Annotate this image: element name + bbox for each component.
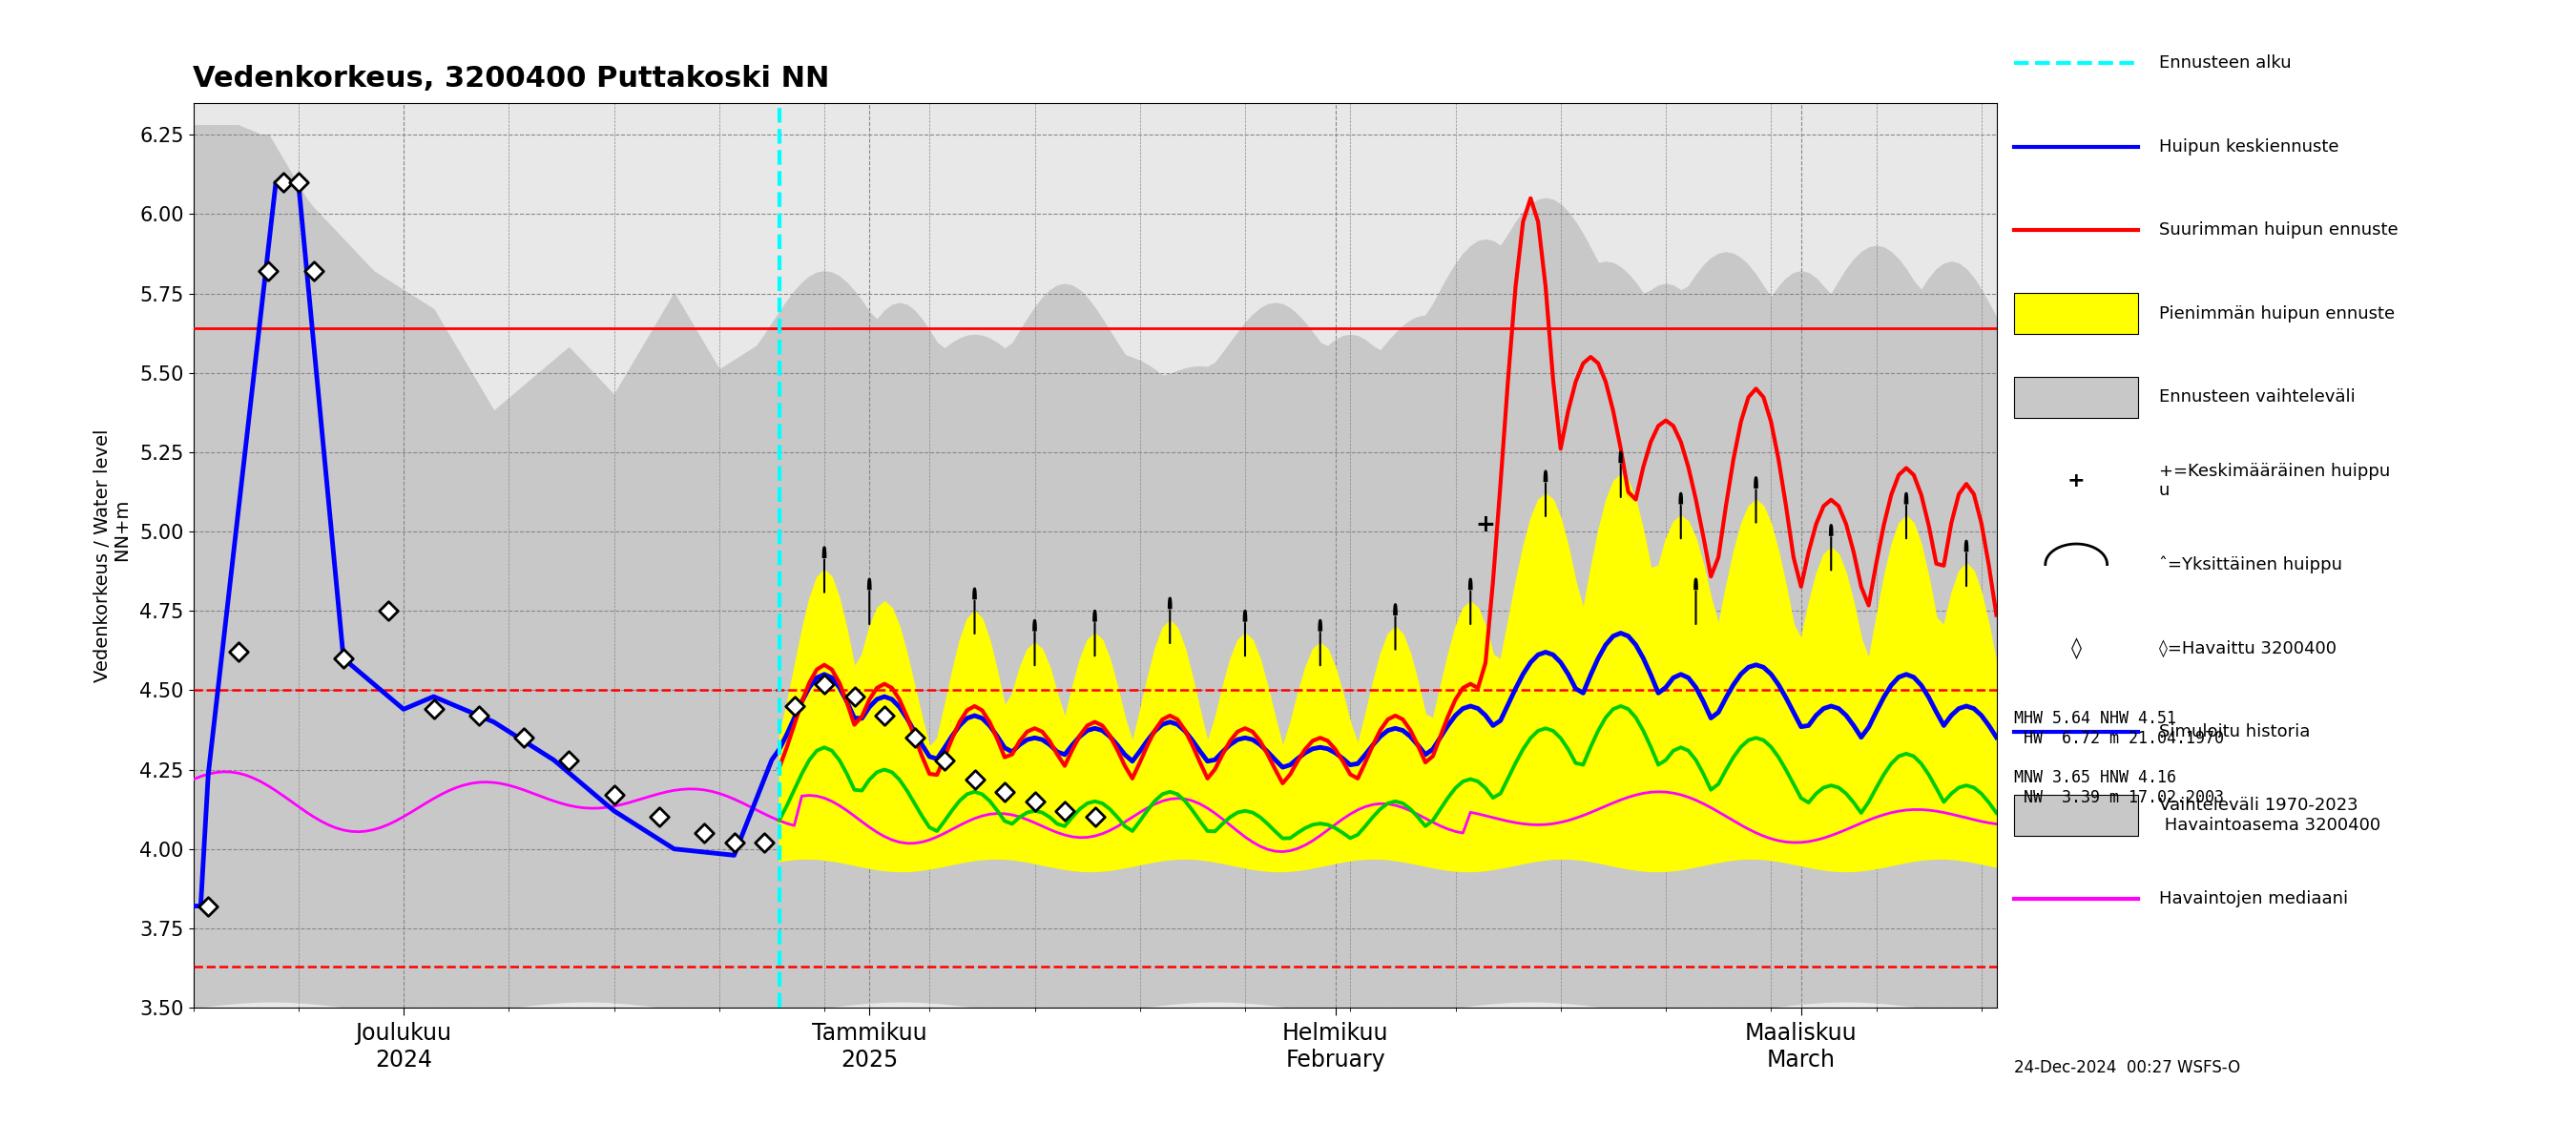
Point: [804, 674, 845, 693]
Text: Huipun keskiennuste: Huipun keskiennuste: [2159, 137, 2339, 155]
Point: [925, 751, 966, 769]
Text: Havaintojen mediaani: Havaintojen mediaani: [2159, 891, 2347, 907]
Point: [863, 706, 904, 725]
Point: [263, 173, 304, 191]
Point: [894, 728, 935, 747]
Point: [1015, 792, 1056, 811]
Point: [216, 643, 258, 662]
Text: Pienimmän huipun ennuste: Pienimmän huipun ennuste: [2159, 305, 2396, 323]
Point: [683, 824, 724, 843]
Text: Ennusteen alku: Ennusteen alku: [2159, 54, 2290, 71]
Point: [502, 728, 544, 747]
Text: +: +: [2069, 472, 2084, 490]
Point: [412, 700, 453, 718]
Point: [459, 706, 500, 725]
Text: Simuloitu historia: Simuloitu historia: [2159, 724, 2311, 740]
Point: [714, 834, 755, 852]
Point: [953, 769, 994, 788]
Text: +=Keskimääräinen huippu
u: +=Keskimääräinen huippu u: [2159, 463, 2391, 499]
Text: Ennusteen vaihteleväli: Ennusteen vaihteleväli: [2159, 388, 2354, 405]
Point: [368, 602, 410, 621]
Text: Vedenkorkeus, 3200400 Puttakoski NN: Vedenkorkeus, 3200400 Puttakoski NN: [193, 65, 829, 93]
Point: [835, 687, 876, 705]
Point: [1043, 802, 1084, 820]
Point: [744, 834, 786, 852]
Point: [773, 697, 814, 716]
Text: ◊: ◊: [2071, 637, 2081, 660]
Point: [294, 262, 335, 281]
Point: [639, 808, 680, 827]
Point: [188, 897, 229, 915]
Point: [984, 783, 1025, 802]
Text: 24-Dec-2024  00:27 WSFS-O: 24-Dec-2024 00:27 WSFS-O: [2014, 1059, 2241, 1076]
Text: ◊=Havaittu 3200400: ◊=Havaittu 3200400: [2159, 639, 2336, 657]
Text: MHW 5.64 NHW 4.51
 HW  6.72 m 21.04.1970

MNW 3.65 HNW 4.16
 NW  3.39 m 17.02.20: MHW 5.64 NHW 4.51 HW 6.72 m 21.04.1970 M…: [2014, 710, 2223, 806]
Y-axis label: Vedenkorkeus / Water level
        NN+m: Vedenkorkeus / Water level NN+m: [93, 428, 134, 682]
Text: ˆ=Yksittäinen huippu: ˆ=Yksittäinen huippu: [2159, 555, 2342, 574]
Text: Suurimman huipun ennuste: Suurimman huipun ennuste: [2159, 222, 2398, 239]
Point: [247, 262, 289, 281]
Point: [278, 173, 319, 191]
Point: [1074, 808, 1115, 827]
Point: [322, 649, 363, 668]
Point: [549, 751, 590, 769]
Text: +: +: [1476, 514, 1497, 537]
Point: [592, 785, 634, 804]
Text: Vaihteleväli 1970-2023
 Havaintoasema 3200400: Vaihteleväli 1970-2023 Havaintoasema 320…: [2159, 797, 2380, 834]
